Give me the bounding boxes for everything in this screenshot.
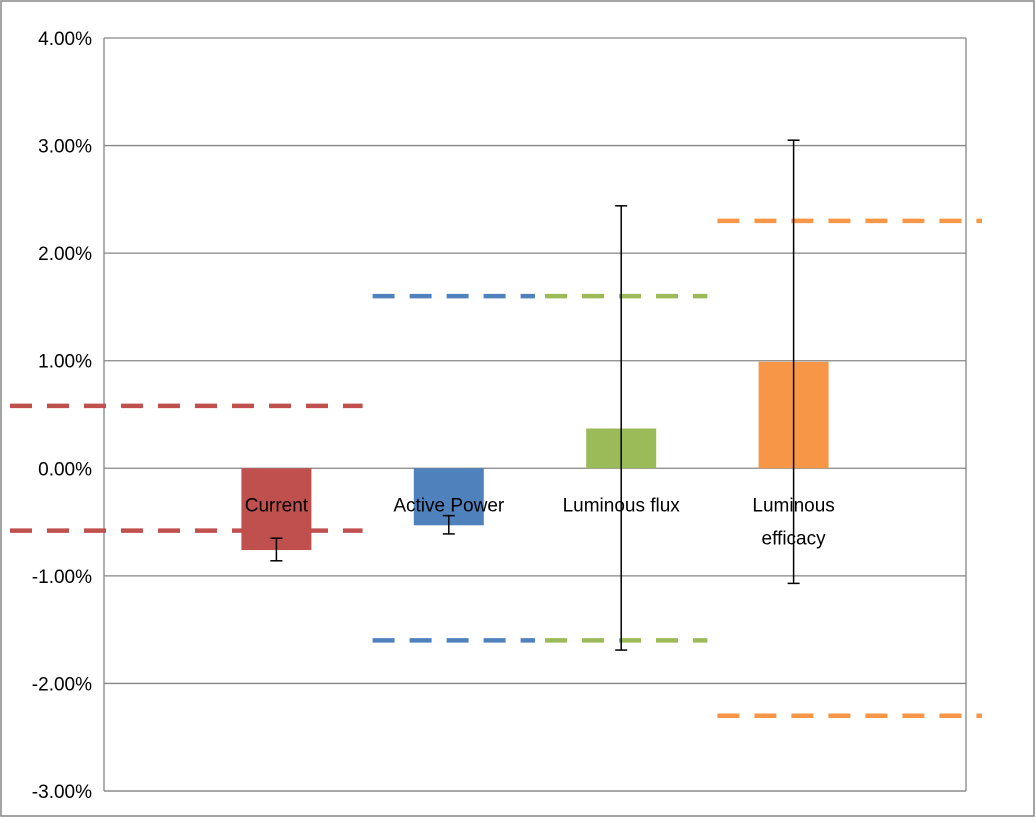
plot-area xyxy=(103,38,967,792)
y-tick-label: 4.00% xyxy=(38,29,92,50)
category-labels: Current Active Power Luminous flux Luminous… xyxy=(245,495,835,549)
category-label: Luminous flux xyxy=(563,495,681,516)
y-tick-label: -2.00% xyxy=(32,674,92,695)
y-tick-label: 1.00% xyxy=(38,352,92,373)
y-tick-label: 3.00% xyxy=(38,137,92,158)
y-tick-label: 0.00% xyxy=(38,459,92,480)
category-label: Current xyxy=(245,495,309,516)
category-label: Active Power xyxy=(393,495,505,516)
y-tick-label: -3.00% xyxy=(32,782,92,803)
error-bars xyxy=(270,139,800,651)
y-axis-tick-labels: 4.00% 3.00% 2.00% 1.00% 0.00% -1.00% -2.00% -3.… xyxy=(32,29,92,803)
limit-lines xyxy=(10,218,982,718)
y-tick-label: 2.00% xyxy=(38,244,92,265)
bar xyxy=(241,468,312,551)
category-label: Luminous xyxy=(752,495,834,516)
category-label: efficacy xyxy=(762,528,827,549)
y-tick-label: -1.00% xyxy=(32,567,92,588)
